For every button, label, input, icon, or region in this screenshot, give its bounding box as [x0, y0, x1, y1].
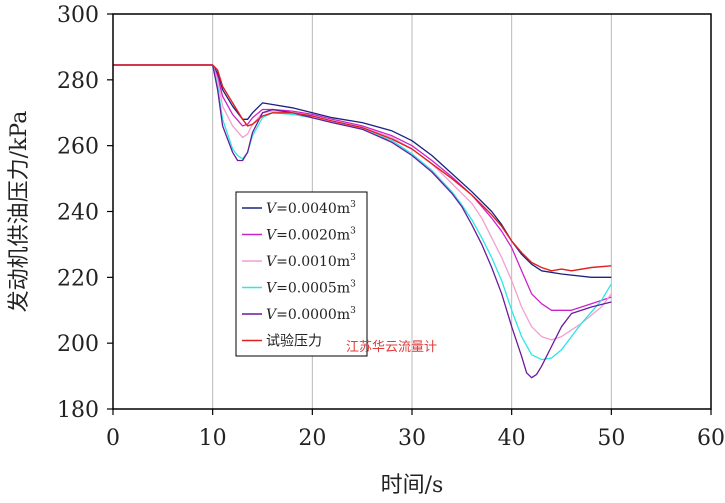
series-line-4 — [113, 64, 612, 379]
y-tick-label-180: 180 — [57, 398, 99, 423]
y-tick-label-200: 200 — [57, 332, 99, 357]
series-line-3 — [113, 64, 612, 361]
x-axis-ticks: 0 10 20 30 40 50 60 — [106, 409, 725, 451]
legend-label-3: V=0.0005m3 — [266, 280, 356, 297]
legend-label-1: V=0.0020m3 — [266, 227, 356, 244]
series-line-1 — [113, 64, 612, 311]
legend: V=0.0040m3 V=0.0020m3 V=0.0010m3 V=0.0005m3… — [235, 191, 368, 357]
x-tick-label-60: 60 — [697, 426, 725, 451]
x-tick-label-40: 40 — [498, 426, 526, 451]
x-tick-label-50: 50 — [597, 426, 625, 451]
legend-label-0: V=0.0040m3 — [266, 200, 356, 217]
y-axis-title: 发动机供油压力/kPa — [7, 111, 32, 313]
watermark-text: 江苏华云流量计 — [346, 339, 437, 355]
x-axis-title: 时间/s — [381, 473, 444, 498]
y-tick-label-220: 220 — [57, 266, 99, 291]
series-lines — [113, 64, 612, 379]
x-tick-label-20: 20 — [298, 426, 326, 451]
series-line-0 — [113, 64, 612, 278]
y-tick-label-260: 260 — [57, 135, 99, 160]
legend-items: V=0.0040m3 V=0.0020m3 V=0.0010m3 V=0.0005m3… — [242, 200, 356, 350]
y-tick-label-300: 300 — [57, 3, 99, 28]
legend-box — [235, 191, 368, 357]
y-axis-ticks: 180 200 220 240 260 280 300 — [57, 3, 113, 423]
x-tick-label-0: 0 — [106, 426, 120, 451]
x-tick-label-30: 30 — [398, 426, 426, 451]
y-tick-label-280: 280 — [57, 69, 99, 94]
x-tick-label-10: 10 — [199, 426, 227, 451]
y-tick-label-240: 240 — [57, 201, 99, 226]
legend-label-2: V=0.0010m3 — [266, 253, 356, 270]
legend-label-4: V=0.0000m3 — [266, 306, 356, 323]
legend-label-5: 试验压力 — [266, 334, 322, 350]
series-line-5 — [113, 64, 612, 272]
